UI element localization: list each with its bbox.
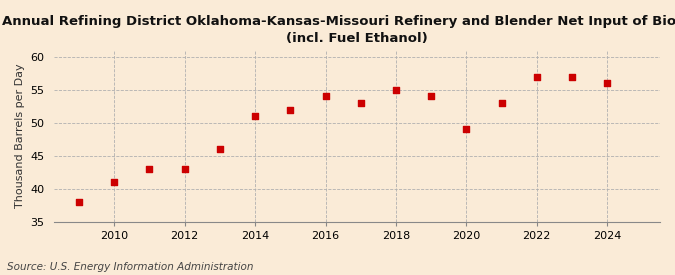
Point	[496, 101, 507, 105]
Point	[320, 94, 331, 99]
Point	[566, 75, 577, 79]
Text: Source: U.S. Energy Information Administration: Source: U.S. Energy Information Administ…	[7, 262, 253, 272]
Point	[531, 75, 542, 79]
Point	[355, 101, 366, 105]
Point	[285, 108, 296, 112]
Point	[74, 200, 84, 204]
Point	[426, 94, 437, 99]
Point	[144, 167, 155, 171]
Y-axis label: Thousand Barrels per Day: Thousand Barrels per Day	[15, 64, 25, 208]
Point	[391, 88, 402, 92]
Title: Annual Refining District Oklahoma-Kansas-Missouri Refinery and Blender Net Input: Annual Refining District Oklahoma-Kansas…	[2, 15, 675, 45]
Point	[602, 81, 613, 86]
Point	[461, 127, 472, 132]
Point	[109, 180, 119, 184]
Point	[215, 147, 225, 152]
Point	[180, 167, 190, 171]
Point	[250, 114, 261, 119]
